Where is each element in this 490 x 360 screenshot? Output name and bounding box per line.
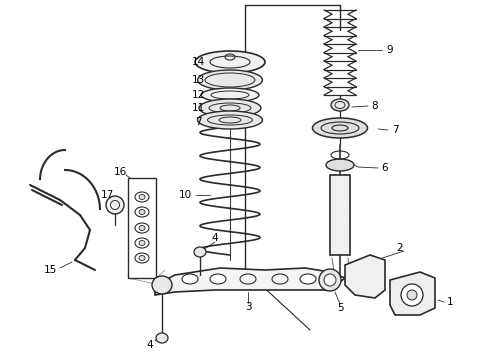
Ellipse shape (156, 333, 168, 343)
Text: 7: 7 (392, 125, 398, 135)
Ellipse shape (197, 111, 263, 129)
Text: 11: 11 (192, 103, 205, 113)
Text: 16: 16 (113, 167, 126, 177)
Ellipse shape (210, 274, 226, 284)
Text: 3: 3 (245, 302, 251, 312)
Text: 8: 8 (372, 101, 378, 111)
Ellipse shape (240, 274, 256, 284)
Ellipse shape (324, 274, 336, 286)
Text: 4: 4 (212, 233, 219, 243)
Ellipse shape (139, 240, 145, 246)
Ellipse shape (326, 159, 354, 171)
Ellipse shape (135, 238, 149, 248)
Text: 7: 7 (195, 117, 201, 127)
Text: 12: 12 (192, 90, 205, 100)
Ellipse shape (197, 70, 263, 90)
Ellipse shape (300, 274, 316, 284)
Text: 2: 2 (397, 243, 403, 253)
Ellipse shape (201, 88, 259, 102)
Text: 1: 1 (447, 297, 453, 307)
Bar (330, 175, 350, 255)
Ellipse shape (135, 223, 149, 233)
Ellipse shape (401, 284, 423, 306)
Ellipse shape (135, 253, 149, 263)
Ellipse shape (152, 276, 172, 294)
Ellipse shape (139, 210, 145, 215)
Text: 10: 10 (178, 190, 192, 200)
Ellipse shape (139, 225, 145, 230)
Ellipse shape (272, 274, 288, 284)
Ellipse shape (319, 269, 341, 291)
Text: 9: 9 (387, 45, 393, 55)
Text: 4: 4 (147, 340, 153, 350)
Ellipse shape (313, 118, 368, 138)
Bar (128, 178, 156, 278)
Ellipse shape (135, 207, 149, 217)
Ellipse shape (182, 274, 198, 284)
Polygon shape (345, 255, 385, 298)
Ellipse shape (407, 290, 417, 300)
Text: 15: 15 (44, 265, 57, 275)
Text: 13: 13 (192, 75, 205, 85)
Ellipse shape (106, 196, 124, 214)
Ellipse shape (139, 194, 145, 199)
Ellipse shape (195, 51, 265, 73)
Ellipse shape (199, 99, 261, 117)
Polygon shape (390, 272, 435, 315)
Text: 14: 14 (192, 57, 205, 67)
Ellipse shape (194, 247, 206, 257)
Ellipse shape (331, 99, 349, 111)
Text: 5: 5 (337, 303, 343, 313)
Ellipse shape (135, 192, 149, 202)
Text: 6: 6 (382, 163, 388, 173)
Text: 17: 17 (100, 190, 114, 200)
Ellipse shape (139, 256, 145, 261)
Polygon shape (155, 268, 345, 295)
